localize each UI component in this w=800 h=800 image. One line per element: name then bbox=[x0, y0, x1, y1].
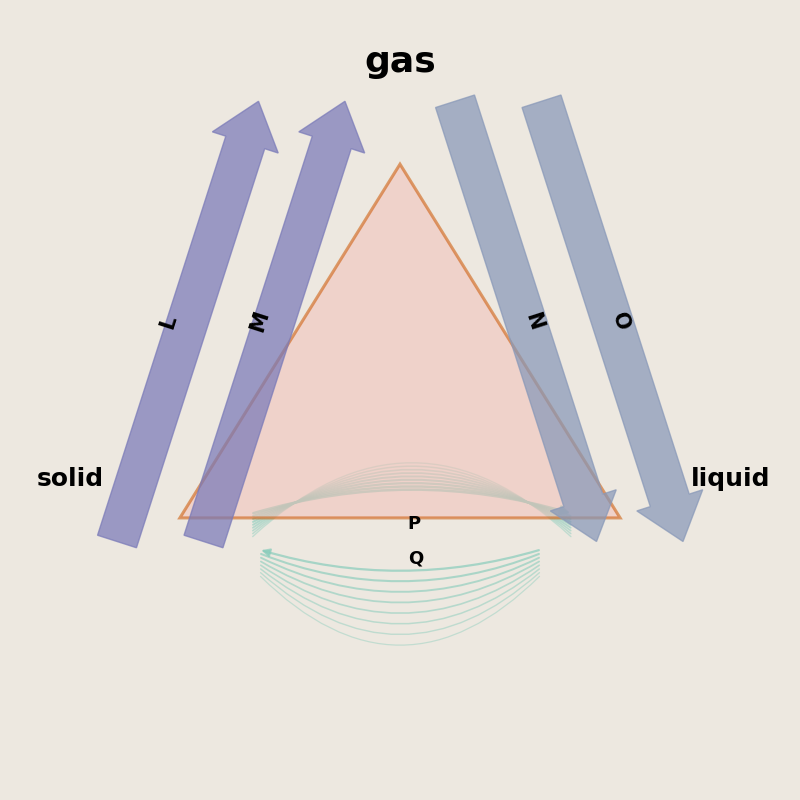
FancyArrowPatch shape bbox=[261, 558, 539, 592]
Text: Q: Q bbox=[408, 550, 423, 568]
FancyArrow shape bbox=[522, 95, 702, 542]
Text: N: N bbox=[522, 310, 546, 333]
Text: gas: gas bbox=[364, 45, 436, 79]
FancyArrowPatch shape bbox=[253, 470, 570, 530]
FancyArrowPatch shape bbox=[261, 566, 539, 613]
FancyArrowPatch shape bbox=[253, 473, 570, 528]
FancyArrow shape bbox=[184, 102, 365, 548]
Polygon shape bbox=[180, 164, 620, 518]
FancyArrowPatch shape bbox=[261, 562, 539, 602]
Text: L: L bbox=[157, 312, 180, 330]
FancyArrowPatch shape bbox=[254, 486, 570, 516]
FancyArrowPatch shape bbox=[253, 476, 570, 525]
FancyArrowPatch shape bbox=[253, 462, 571, 537]
FancyArrowPatch shape bbox=[261, 554, 539, 582]
FancyArrowPatch shape bbox=[263, 550, 539, 570]
FancyArrow shape bbox=[435, 95, 616, 542]
FancyArrowPatch shape bbox=[261, 573, 539, 634]
FancyArrowPatch shape bbox=[254, 490, 568, 514]
FancyArrowPatch shape bbox=[253, 483, 570, 519]
Text: P: P bbox=[408, 515, 421, 534]
Text: liquid: liquid bbox=[690, 466, 770, 490]
Text: solid: solid bbox=[36, 466, 103, 490]
Text: O: O bbox=[608, 310, 632, 333]
FancyArrow shape bbox=[98, 102, 278, 548]
FancyArrowPatch shape bbox=[261, 569, 539, 624]
FancyArrowPatch shape bbox=[253, 480, 570, 522]
FancyArrowPatch shape bbox=[261, 576, 539, 645]
FancyArrowPatch shape bbox=[253, 466, 571, 534]
Text: M: M bbox=[247, 309, 273, 334]
